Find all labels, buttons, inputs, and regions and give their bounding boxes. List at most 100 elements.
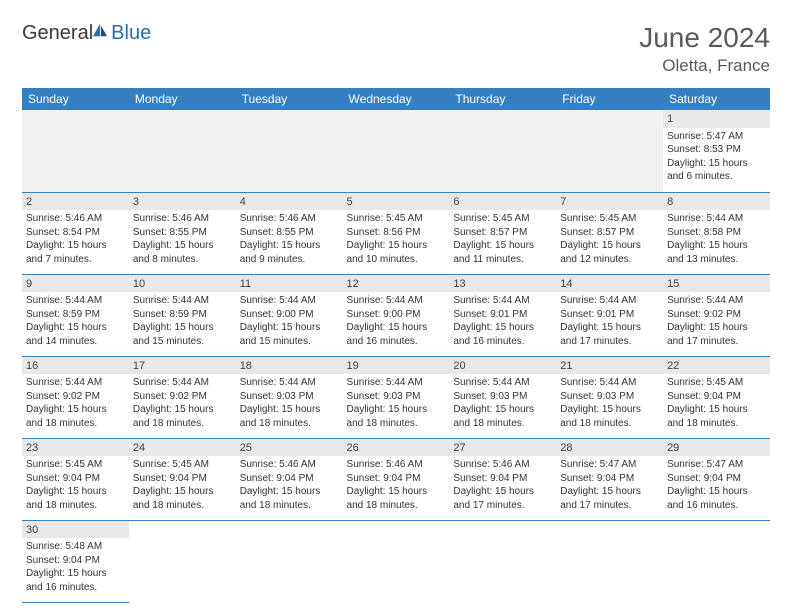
calendar-cell: 1Sunrise: 5:47 AMSunset: 8:53 PMDaylight… — [663, 110, 770, 192]
calendar-cell: 9Sunrise: 5:44 AMSunset: 8:59 PMDaylight… — [22, 274, 129, 356]
sunrise-text: Sunrise: 5:44 AM — [560, 294, 659, 308]
day-number: 25 — [236, 439, 343, 457]
daylight-text: Daylight: 15 hours — [133, 485, 232, 499]
daylight-text: and 18 minutes. — [133, 417, 232, 431]
daylight-text: and 13 minutes. — [667, 253, 766, 267]
daylight-text: and 18 minutes. — [26, 499, 125, 513]
sunset-text: Sunset: 9:04 PM — [26, 472, 125, 486]
day-number: 4 — [236, 193, 343, 211]
calendar-cell: 19Sunrise: 5:44 AMSunset: 9:03 PMDayligh… — [343, 356, 450, 438]
calendar-cell — [343, 520, 450, 602]
logo-sail-icon — [95, 25, 109, 43]
daylight-text: and 18 minutes. — [453, 417, 552, 431]
daylight-text: Daylight: 15 hours — [240, 485, 339, 499]
sunset-text: Sunset: 9:04 PM — [240, 472, 339, 486]
calendar-row: 9Sunrise: 5:44 AMSunset: 8:59 PMDaylight… — [22, 274, 770, 356]
sunrise-text: Sunrise: 5:46 AM — [240, 212, 339, 226]
sunset-text: Sunset: 9:04 PM — [133, 472, 232, 486]
calendar-cell: 8Sunrise: 5:44 AMSunset: 8:58 PMDaylight… — [663, 192, 770, 274]
daylight-text: Daylight: 15 hours — [667, 403, 766, 417]
calendar-cell: 11Sunrise: 5:44 AMSunset: 9:00 PMDayligh… — [236, 274, 343, 356]
day-number: 9 — [22, 275, 129, 293]
daylight-text: and 16 minutes. — [667, 499, 766, 513]
daylight-text: and 16 minutes. — [453, 335, 552, 349]
sunrise-text: Sunrise: 5:45 AM — [560, 212, 659, 226]
daylight-text: and 10 minutes. — [347, 253, 446, 267]
sunset-text: Sunset: 8:59 PM — [26, 308, 125, 322]
daylight-text: Daylight: 15 hours — [667, 321, 766, 335]
sunrise-text: Sunrise: 5:44 AM — [453, 294, 552, 308]
daylight-text: and 15 minutes. — [133, 335, 232, 349]
day-number: 15 — [663, 275, 770, 293]
sunrise-text: Sunrise: 5:47 AM — [667, 130, 766, 144]
calendar-cell — [236, 110, 343, 192]
daylight-text: and 15 minutes. — [240, 335, 339, 349]
day-number: 6 — [449, 193, 556, 211]
daylight-text: and 18 minutes. — [667, 417, 766, 431]
sunrise-text: Sunrise: 5:44 AM — [347, 376, 446, 390]
dayhead-fri: Friday — [556, 88, 663, 110]
sunrise-text: Sunrise: 5:44 AM — [133, 376, 232, 390]
sunrise-text: Sunrise: 5:44 AM — [133, 294, 232, 308]
calendar-cell: 29Sunrise: 5:47 AMSunset: 9:04 PMDayligh… — [663, 438, 770, 520]
logo: General Blue — [22, 22, 151, 45]
daylight-text: and 17 minutes. — [453, 499, 552, 513]
day-number: 12 — [343, 275, 450, 293]
calendar-cell: 17Sunrise: 5:44 AMSunset: 9:02 PMDayligh… — [129, 356, 236, 438]
daylight-text: Daylight: 15 hours — [133, 239, 232, 253]
day-number: 18 — [236, 357, 343, 375]
title-block: June 2024 Oletta, France — [639, 22, 770, 76]
daylight-text: and 18 minutes. — [133, 499, 232, 513]
day-number: 23 — [22, 439, 129, 457]
calendar-cell: 12Sunrise: 5:44 AMSunset: 9:00 PMDayligh… — [343, 274, 450, 356]
day-number: 30 — [22, 521, 129, 539]
day-number: 5 — [343, 193, 450, 211]
daylight-text: Daylight: 15 hours — [240, 239, 339, 253]
calendar-cell: 2Sunrise: 5:46 AMSunset: 8:54 PMDaylight… — [22, 192, 129, 274]
daylight-text: and 18 minutes. — [240, 417, 339, 431]
day-number: 14 — [556, 275, 663, 293]
daylight-text: and 8 minutes. — [133, 253, 232, 267]
daylight-text: Daylight: 15 hours — [453, 403, 552, 417]
page-header: General Blue June 2024 Oletta, France — [22, 22, 770, 76]
daylight-text: and 18 minutes. — [240, 499, 339, 513]
sunrise-text: Sunrise: 5:44 AM — [347, 294, 446, 308]
daylight-text: Daylight: 15 hours — [560, 485, 659, 499]
sunset-text: Sunset: 8:53 PM — [667, 143, 766, 157]
sunrise-text: Sunrise: 5:46 AM — [453, 458, 552, 472]
daylight-text: Daylight: 15 hours — [560, 321, 659, 335]
dayhead-mon: Monday — [129, 88, 236, 110]
sunset-text: Sunset: 9:04 PM — [560, 472, 659, 486]
daylight-text: Daylight: 15 hours — [133, 403, 232, 417]
day-number: 28 — [556, 439, 663, 457]
sunrise-text: Sunrise: 5:46 AM — [133, 212, 232, 226]
sunset-text: Sunset: 9:01 PM — [560, 308, 659, 322]
sunset-text: Sunset: 9:03 PM — [560, 390, 659, 404]
daylight-text: Daylight: 15 hours — [240, 321, 339, 335]
day-number: 2 — [22, 193, 129, 211]
calendar-cell: 5Sunrise: 5:45 AMSunset: 8:56 PMDaylight… — [343, 192, 450, 274]
day-number: 22 — [663, 357, 770, 375]
sunset-text: Sunset: 9:02 PM — [667, 308, 766, 322]
calendar-table: Sunday Monday Tuesday Wednesday Thursday… — [22, 88, 770, 603]
calendar-row: 2Sunrise: 5:46 AMSunset: 8:54 PMDaylight… — [22, 192, 770, 274]
calendar-cell: 6Sunrise: 5:45 AMSunset: 8:57 PMDaylight… — [449, 192, 556, 274]
sunset-text: Sunset: 8:56 PM — [347, 226, 446, 240]
daylight-text: and 16 minutes. — [347, 335, 446, 349]
sunset-text: Sunset: 8:59 PM — [133, 308, 232, 322]
calendar-cell: 26Sunrise: 5:46 AMSunset: 9:04 PMDayligh… — [343, 438, 450, 520]
sunrise-text: Sunrise: 5:45 AM — [347, 212, 446, 226]
sunset-text: Sunset: 9:03 PM — [347, 390, 446, 404]
daylight-text: Daylight: 15 hours — [667, 239, 766, 253]
dayhead-wed: Wednesday — [343, 88, 450, 110]
sunrise-text: Sunrise: 5:45 AM — [26, 458, 125, 472]
sunset-text: Sunset: 8:55 PM — [133, 226, 232, 240]
daylight-text: and 18 minutes. — [560, 417, 659, 431]
sunset-text: Sunset: 9:00 PM — [240, 308, 339, 322]
calendar-cell: 16Sunrise: 5:44 AMSunset: 9:02 PMDayligh… — [22, 356, 129, 438]
sunrise-text: Sunrise: 5:45 AM — [133, 458, 232, 472]
dayhead-sat: Saturday — [663, 88, 770, 110]
daylight-text: and 11 minutes. — [453, 253, 552, 267]
daylight-text: Daylight: 15 hours — [453, 485, 552, 499]
sunrise-text: Sunrise: 5:44 AM — [560, 376, 659, 390]
